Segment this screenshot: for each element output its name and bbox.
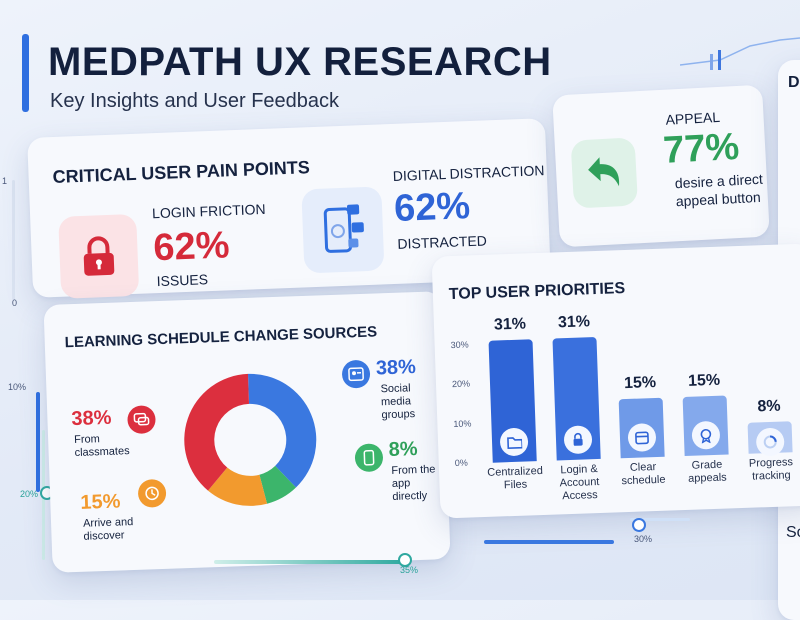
priorities-bars: 31% Centralized Files 31% Login & Account A…	[432, 243, 800, 502]
left-slider-top-label: 10%	[8, 382, 27, 392]
priority-value-clear-schedule: 15%	[623, 373, 657, 393]
social-media-value: 38%	[375, 356, 417, 380]
donut-slice-app-directly	[259, 465, 296, 504]
undo-arrow-icon	[588, 157, 620, 187]
distraction-value: 62%	[393, 185, 471, 230]
chat-icon	[133, 412, 150, 426]
side-axis-bottom-label: 0	[12, 298, 18, 308]
side-axis-top-label: 1	[2, 176, 8, 186]
folder-icon	[499, 427, 529, 457]
left-slider-bottom-label: 20%	[20, 489, 39, 499]
appeal-caption-line2: appeal button	[675, 188, 762, 210]
bottom-left-slider-value: 35%	[400, 565, 419, 575]
bottom-right-slider-value: 30%	[634, 534, 653, 544]
title-accent-bar	[22, 34, 29, 112]
appeal-icon-tile	[570, 137, 639, 209]
bottom-left-slider-knob[interactable]	[398, 553, 412, 567]
social-media-badge	[341, 359, 371, 389]
app-directly-badge	[354, 443, 384, 473]
app-directly-label-line3: directly	[392, 489, 428, 503]
app-directly-label-line2: app	[391, 477, 411, 490]
schedule-donut-chart	[184, 373, 317, 506]
lock-icon	[83, 236, 115, 276]
donut-slice-arrive-discover	[208, 467, 268, 506]
progress-icon	[755, 427, 785, 457]
bottom-right-slider-knob[interactable]	[632, 518, 646, 532]
priorities-y-tick: 10%	[453, 418, 472, 429]
bottom-right-slider-track[interactable]	[484, 540, 614, 544]
page-subtitle: Key Insights and User Feedback	[50, 90, 340, 112]
arrive-discover-badge	[137, 478, 167, 508]
right-panel-heading: D	[788, 74, 800, 91]
priorities-card: TOP USER PRIORITIES 30% 20% 10% 0% 31% Centr…	[431, 243, 800, 519]
donut-slice-social-media	[247, 373, 317, 488]
classmates-value: 38%	[71, 406, 112, 431]
page-title: MEDPATH UX RESEARCH	[48, 40, 552, 84]
priority-value-grade-appeals: 15%	[687, 371, 721, 390]
social-media-label-line3: groups	[381, 408, 416, 422]
priority-label-progress-tracking: Progress tracking	[748, 456, 794, 483]
classmates-label-line1: From	[73, 433, 101, 447]
left-slider-track[interactable]	[36, 392, 40, 492]
appeal-caption-line1: desire a direct	[674, 170, 764, 192]
phone-icon	[323, 204, 364, 253]
pain-points-card: CRITICAL USER PAIN POINTS LOGIN FRICTION…	[27, 118, 551, 299]
schedule-sources-heading: LEARNING SCHEDULE CHANGE SOURCES	[64, 323, 378, 352]
login-friction-label: LOGIN FRICTION	[151, 200, 266, 222]
social-media-label-line2: media	[380, 395, 412, 409]
appeal-label: APPEAL	[665, 108, 721, 128]
decorative-trend-line	[680, 37, 800, 70]
priorities-y-tick: 0%	[454, 457, 468, 469]
priorities-y-tick: 20%	[451, 378, 471, 390]
priorities-y-tick: 30%	[450, 339, 469, 351]
side-axis-line	[12, 180, 15, 300]
calendar-icon	[627, 422, 657, 452]
donut-slice-classmates	[184, 373, 250, 491]
login-icon-tile	[58, 213, 140, 299]
badge-icon	[691, 420, 721, 450]
social-media-label-line1: Social	[380, 382, 411, 396]
arrive-discover-value: 15%	[79, 490, 121, 514]
right-panel-text: So	[786, 524, 800, 541]
app-directly-value: 8%	[388, 438, 418, 462]
priority-value-login-account-access: 31%	[557, 313, 591, 332]
arrive-discover-label-line2: discover	[83, 529, 125, 543]
login-friction-value: 62%	[152, 224, 231, 270]
app-directly-label-line1: From the	[391, 463, 436, 477]
appeal-value: 77%	[662, 125, 741, 172]
appeal-card: APPEAL 77% desire a direct appeal button	[552, 84, 770, 248]
bottom-left-slider-track[interactable]	[214, 560, 404, 564]
schedule-sources-card: LEARNING SCHEDULE CHANGE SOURCES 38% Fro…	[43, 291, 451, 573]
classmates-label-line2: classmates	[74, 445, 130, 460]
priority-label-grade-appeals: Grade appeals	[687, 458, 727, 485]
priority-value-progress-tracking: 8%	[757, 397, 781, 415]
distraction-icon-tile	[301, 186, 385, 274]
priority-label-centralized-files: Centralized Files	[487, 464, 544, 492]
distraction-label: DIGITAL DISTRACTION	[392, 162, 545, 184]
priority-label-clear-schedule: Clear schedule	[621, 461, 666, 488]
login-friction-caption: ISSUES	[156, 271, 209, 290]
clock-icon	[145, 486, 159, 501]
priorities-heading: TOP USER PRIORITIES	[448, 279, 626, 304]
mobile-icon	[363, 449, 375, 466]
classmates-badge	[127, 405, 156, 435]
priority-value-centralized-files: 31%	[493, 315, 527, 334]
pain-points-heading: CRITICAL USER PAIN POINTS	[52, 157, 311, 188]
distraction-caption: DISTRACTED	[397, 232, 488, 252]
social-icon	[348, 367, 364, 382]
bottom-right-slider-rail	[630, 518, 690, 521]
arrive-discover-label-line1: Arrive and	[82, 516, 134, 530]
lock-icon	[563, 425, 593, 455]
priority-label-login-account-access: Login & Account Access	[559, 463, 600, 503]
